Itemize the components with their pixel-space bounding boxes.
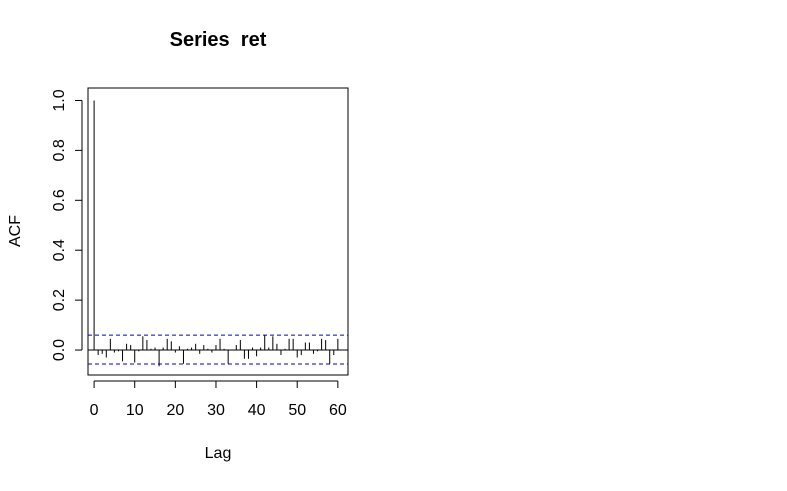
x-tick-label-60: 60 [329, 402, 347, 419]
y-tick-label-4: 0.8 [51, 139, 68, 161]
y-tick-label-5: 1.0 [51, 89, 68, 111]
x-tick-label-10: 10 [126, 402, 144, 419]
x-tick-label-20: 20 [166, 402, 184, 419]
y-tick-label-1: 0.2 [51, 289, 68, 311]
y-tick-label-0: 0.0 [51, 339, 68, 361]
chart-title: Series ret [170, 29, 267, 51]
x-axis-label: Lag [205, 445, 232, 462]
y-tick-label-2: 0.4 [51, 239, 68, 261]
x-tick-label-40: 40 [248, 402, 266, 419]
y-tick-label-3: 0.6 [51, 189, 68, 211]
y-axis-label: ACF [7, 215, 24, 247]
acf-marks: 0 10 20 30 40 50 60 0.0 0.2 0.4 0.6 0.8 1.0 [51, 89, 348, 419]
x-tick-label-50: 50 [288, 402, 306, 419]
x-tick-label-0: 0 [90, 402, 99, 419]
x-tick-label-30: 30 [207, 402, 225, 419]
plot-box [87, 87, 349, 376]
